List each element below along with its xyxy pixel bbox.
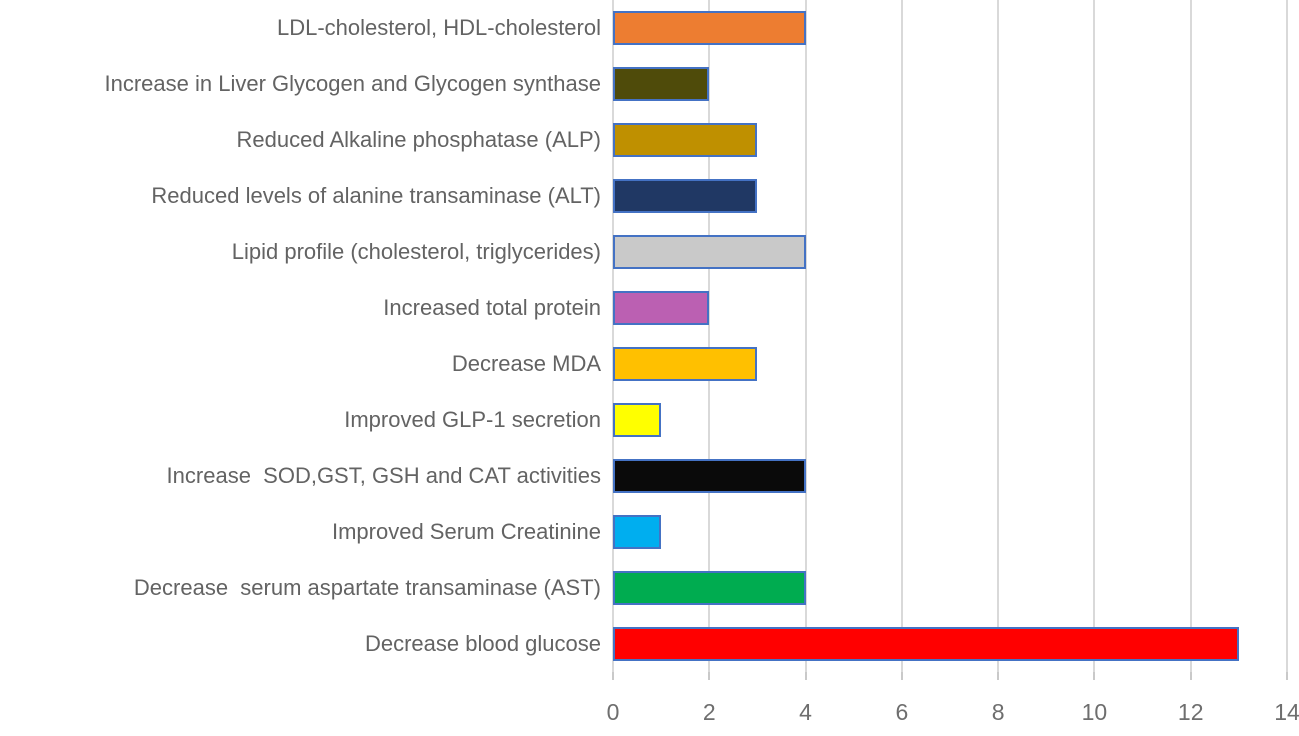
category-label: Decrease blood glucose (364, 631, 601, 656)
category-label: Decrease MDA (451, 351, 601, 376)
bar (613, 459, 806, 493)
x-tick-label: 10 (1081, 699, 1108, 725)
bar (613, 123, 758, 157)
axis-tick (804, 672, 807, 680)
bar (613, 67, 710, 101)
category-label: Increase SOD,GST, GSH and CAT activities (166, 463, 601, 488)
bar (613, 515, 662, 549)
category-label: Decrease serum aspartate transaminase (A… (133, 575, 601, 600)
x-tick-label: 0 (606, 699, 620, 725)
gridline (612, 0, 614, 672)
bar (613, 627, 1239, 661)
plot-area (612, 0, 1288, 680)
category-label: LDL-cholesterol, HDL-cholesterol (276, 15, 601, 40)
bar (613, 11, 806, 45)
bar (613, 347, 758, 381)
category-label: Improved Serum Creatinine (331, 519, 601, 544)
axis-tick (1189, 672, 1192, 680)
category-label: Reduced levels of alanine transaminase (… (151, 183, 601, 208)
bar (613, 571, 806, 605)
category-label: Lipid profile (cholesterol, triglyceride… (231, 239, 601, 264)
gridline (900, 0, 903, 672)
x-axis: 0 2 4 6 8 10 12 14 (0, 694, 1299, 730)
bar (613, 179, 758, 213)
gridline (708, 0, 711, 672)
axis-tick (997, 672, 1000, 680)
gridline (1286, 0, 1288, 672)
axis-tick (900, 672, 903, 680)
gridline (1189, 0, 1192, 672)
gridline (804, 0, 807, 672)
x-tick-label: 2 (702, 699, 716, 725)
gridline (997, 0, 1000, 672)
axis-tick (1286, 672, 1288, 680)
bar (613, 235, 806, 269)
category-label: Increase in Liver Glycogen and Glycogen … (104, 71, 601, 96)
bar (613, 291, 710, 325)
x-tick-label: 14 (1274, 699, 1299, 725)
x-tick-label: 12 (1177, 699, 1204, 725)
category-label: Increased total protein (383, 295, 601, 320)
category-label: Reduced Alkaline phosphatase (ALP) (236, 127, 601, 152)
axis-tick (612, 672, 614, 680)
axis-tick (1093, 672, 1096, 680)
x-tick-label: 4 (799, 699, 812, 725)
gridline (1093, 0, 1096, 672)
bar (613, 403, 662, 437)
category-label: Improved GLP-1 secretion (344, 407, 601, 432)
axis-tick (708, 672, 711, 680)
x-tick-label: 8 (991, 699, 1005, 725)
x-tick-label: 6 (895, 699, 909, 725)
category-labels: LDL-cholesterol, HDL-cholesterol Increase… (0, 0, 601, 672)
